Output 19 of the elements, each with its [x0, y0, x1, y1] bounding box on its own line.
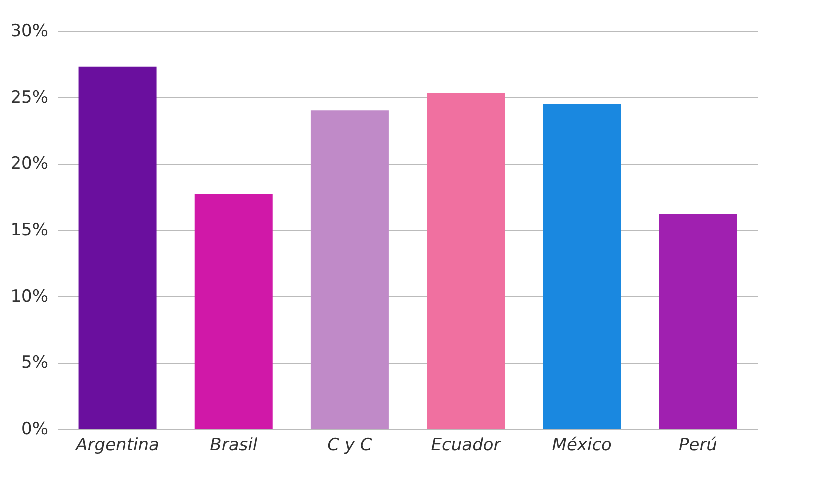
x-tick-label: México	[552, 436, 612, 456]
y-tick-label: 10%	[10, 286, 48, 307]
bar	[78, 66, 157, 429]
bar	[194, 194, 273, 429]
y-tick-label: 25%	[10, 88, 48, 108]
x-tick-label: Perú	[678, 436, 718, 456]
x-tick-label: Ecuador	[431, 436, 502, 456]
bar	[659, 214, 738, 429]
bar	[543, 104, 622, 429]
y-tick-label: 20%	[10, 154, 48, 174]
y-tick-label: 5%	[22, 353, 48, 374]
x-tick-label: Argentina	[75, 436, 160, 456]
x-tick-label: C y C	[328, 436, 372, 456]
y-tick-label: 0%	[22, 420, 48, 440]
bar	[427, 93, 506, 429]
y-tick-label: 30%	[10, 22, 48, 42]
y-tick-label: 15%	[10, 220, 48, 240]
bar	[310, 110, 389, 429]
x-tick-label: Brasil	[210, 436, 258, 456]
